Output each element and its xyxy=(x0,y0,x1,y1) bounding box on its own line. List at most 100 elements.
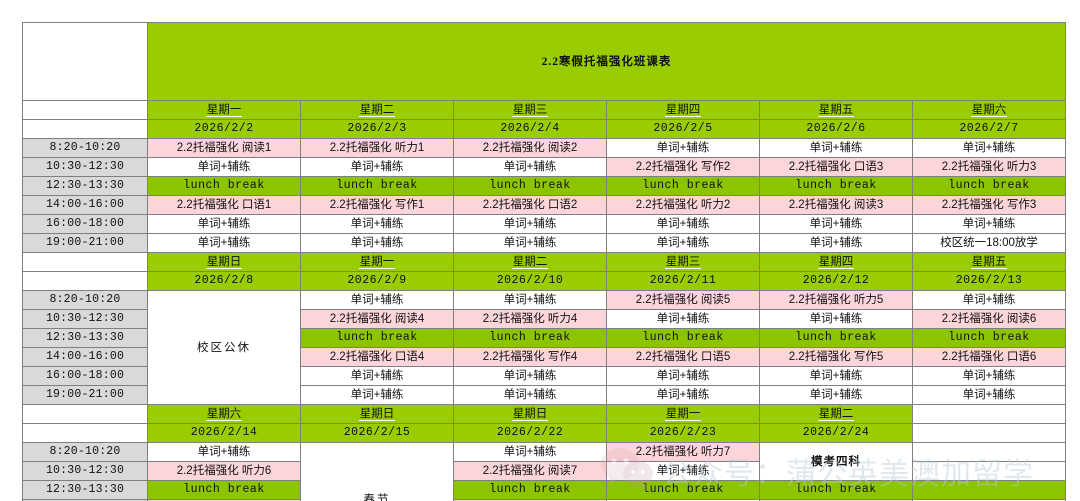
session-2-5-6[interactable]: 单词+辅练 xyxy=(912,366,1066,386)
session-1-3-2[interactable]: lunch break xyxy=(300,176,454,196)
session-1-3-1[interactable]: lunch break xyxy=(147,176,301,196)
session-1-6-4[interactable]: 单词+辅练 xyxy=(606,233,760,253)
session-2-6-4[interactable]: 单词+辅练 xyxy=(606,385,760,405)
day-name-2-4: 星期三 xyxy=(606,252,760,272)
session-2-4-3[interactable]: 2.2托福强化 写作4 xyxy=(453,347,607,367)
session-1-6-5[interactable]: 单词+辅练 xyxy=(759,233,913,253)
session-1-3-4[interactable]: lunch break xyxy=(606,176,760,196)
session-3-1-1[interactable]: 单词+辅练 xyxy=(147,442,301,462)
session-2-4-5[interactable]: 2.2托福强化 写作5 xyxy=(759,347,913,367)
session-1-5-5[interactable]: 单词+辅练 xyxy=(759,214,913,234)
session-2-3-4[interactable]: lunch break xyxy=(606,328,760,348)
session-1-6-1[interactable]: 单词+辅练 xyxy=(147,233,301,253)
session-1-1-6[interactable]: 单词+辅练 xyxy=(912,138,1066,158)
day-date-row: 2026/2/2 2026/2/3 2026/2/4 2026/2/5 2026/2/6… xyxy=(22,119,1066,139)
session-1-4-4[interactable]: 2.2托福强化 听力2 xyxy=(606,195,760,215)
session-2-1-3[interactable]: 单词+辅练 xyxy=(453,290,607,310)
session-1-2-1[interactable]: 单词+辅练 xyxy=(147,157,301,177)
session-1-6-6[interactable]: 校区统一18:00放学 xyxy=(912,233,1066,253)
session-1-3-5[interactable]: lunch break xyxy=(759,176,913,196)
session-2-3-6[interactable]: lunch break xyxy=(912,328,1066,348)
session-1-1-5[interactable]: 单词+辅练 xyxy=(759,138,913,158)
session-3-2-6[interactable] xyxy=(912,461,1066,481)
session-1-5-4[interactable]: 单词+辅练 xyxy=(606,214,760,234)
day-name-1-4: 星期四 xyxy=(606,100,760,120)
session-2-5-2[interactable]: 单词+辅练 xyxy=(300,366,454,386)
session-1-4-1[interactable]: 2.2托福强化 口语1 xyxy=(147,195,301,215)
session-1-3-3[interactable]: lunch break xyxy=(453,176,607,196)
session-3-2-1[interactable]: 2.2托福强化 听力6 xyxy=(147,461,301,481)
session-1-6-2[interactable]: 单词+辅练 xyxy=(300,233,454,253)
session-2-2-6[interactable]: 2.2托福强化 阅读6 xyxy=(912,309,1066,329)
day-date-3-3: 2026/2/22 xyxy=(453,423,607,443)
session-2-1-4[interactable]: 2.2托福强化 阅读5 xyxy=(606,290,760,310)
session-1-5-3[interactable]: 单词+辅练 xyxy=(453,214,607,234)
session-3-4-1[interactable]: 2.2托福强化 写作6 xyxy=(147,499,301,501)
session-3-3-4[interactable]: lunch break xyxy=(606,480,760,500)
day-name-3-1: 星期六 xyxy=(147,404,301,424)
session-2-1-5[interactable]: 2.2托福强化 听力5 xyxy=(759,290,913,310)
day-name-row: 星期日 星期一 星期二 星期三 星期四 星期五 xyxy=(22,252,1066,272)
session-3-3-5[interactable]: lunch break xyxy=(759,480,913,500)
session-2-4-6[interactable]: 2.2托福强化 口语6 xyxy=(912,347,1066,367)
session-1-1-1[interactable]: 2.2托福强化 阅读1 xyxy=(147,138,301,158)
time-slot-1-3: 12:30-13:30 xyxy=(22,176,148,196)
session-1-2-6[interactable]: 2.2托福强化 听力3 xyxy=(912,157,1066,177)
session-2-5-4[interactable]: 单词+辅练 xyxy=(606,366,760,386)
session-1-1-4[interactable]: 单词+辅练 xyxy=(606,138,760,158)
session-2-2-5[interactable]: 单词+辅练 xyxy=(759,309,913,329)
session-2-3-3[interactable]: lunch break xyxy=(453,328,607,348)
schedule-row: 19:00-21:00 单词+辅练 单词+辅练 单词+辅练 单词+辅练 单词+辅练 xyxy=(22,385,1066,405)
session-2-4-2[interactable]: 2.2托福强化 口语4 xyxy=(300,347,454,367)
session-2-6-5[interactable]: 单词+辅练 xyxy=(759,385,913,405)
session-3-1-4[interactable]: 2.2托福强化 听力7 xyxy=(606,442,760,462)
session-2-6-6[interactable]: 单词+辅练 xyxy=(912,385,1066,405)
session-2-2-3[interactable]: 2.2托福强化 听力4 xyxy=(453,309,607,329)
session-1-6-3[interactable]: 单词+辅练 xyxy=(453,233,607,253)
session-3-3-3[interactable]: lunch break xyxy=(453,480,607,500)
session-1-3-6[interactable]: lunch break xyxy=(912,176,1066,196)
session-2-2-4[interactable]: 单词+辅练 xyxy=(606,309,760,329)
session-1-2-5[interactable]: 2.2托福强化 口语3 xyxy=(759,157,913,177)
session-3-2-3[interactable]: 2.2托福强化 阅读7 xyxy=(453,461,607,481)
session-3-3-1[interactable]: lunch break xyxy=(147,480,301,500)
schedule-row: 14:00-16:00 2.2托福强化 口语1 2.2托福强化 写作1 2.2托福强化… xyxy=(22,195,1066,215)
session-1-5-2[interactable]: 单词+辅练 xyxy=(300,214,454,234)
session-3-2-4[interactable]: 单词+辅练 xyxy=(606,461,760,481)
day-date-3-6 xyxy=(912,423,1066,443)
session-3-1-6[interactable] xyxy=(912,442,1066,462)
session-2-6-2[interactable]: 单词+辅练 xyxy=(300,385,454,405)
session-3-4-6[interactable] xyxy=(912,499,1066,501)
time-slot-3-1: 8:20-10:20 xyxy=(22,442,148,462)
session-2-2-2[interactable]: 2.2托福强化 阅读4 xyxy=(300,309,454,329)
session-1-5-1[interactable]: 单词+辅练 xyxy=(147,214,301,234)
session-1-4-2[interactable]: 2.2托福强化 写作1 xyxy=(300,195,454,215)
day-date-1-6: 2026/2/7 xyxy=(912,119,1066,139)
session-2-6-3[interactable]: 单词+辅练 xyxy=(453,385,607,405)
day-date-row: 2026/2/14 2026/2/15 2026/2/22 2026/2/23 2026… xyxy=(22,423,1066,443)
session-3-3-6[interactable] xyxy=(912,480,1066,500)
day-name-time-blank xyxy=(22,404,148,424)
session-2-1-6[interactable]: 单词+辅练 xyxy=(912,290,1066,310)
session-2-3-5[interactable]: lunch break xyxy=(759,328,913,348)
session-1-4-5[interactable]: 2.2托福强化 阅读3 xyxy=(759,195,913,215)
session-1-2-3[interactable]: 单词+辅练 xyxy=(453,157,607,177)
day-date-3-2: 2026/2/15 xyxy=(300,423,454,443)
day-date-time-blank xyxy=(22,119,148,139)
schedule-row: 10:30-12:30 2.2托福强化 阅读4 2.2托福强化 听力4 单词+辅练 单词… xyxy=(22,309,1066,329)
session-2-5-3[interactable]: 单词+辅练 xyxy=(453,366,607,386)
session-1-2-4[interactable]: 2.2托福强化 写作2 xyxy=(606,157,760,177)
session-2-3-2[interactable]: lunch break xyxy=(300,328,454,348)
time-slot-2-2: 10:30-12:30 xyxy=(22,309,148,329)
session-1-2-2[interactable]: 单词+辅练 xyxy=(300,157,454,177)
session-2-1-2[interactable]: 单词+辅练 xyxy=(300,290,454,310)
session-2-5-5[interactable]: 单词+辅练 xyxy=(759,366,913,386)
session-1-1-3[interactable]: 2.2托福强化 阅读2 xyxy=(453,138,607,158)
session-1-1-2[interactable]: 2.2托福强化 听力1 xyxy=(300,138,454,158)
schedule-row: 8:20-10:20 单词+辅练 春节 单词+辅练 2.2托福强化 听力7 模考四科 xyxy=(22,442,1066,501)
session-3-1-3[interactable]: 单词+辅练 xyxy=(453,442,607,462)
session-1-4-6[interactable]: 2.2托福强化 写作3 xyxy=(912,195,1066,215)
session-1-4-3[interactable]: 2.2托福强化 口语2 xyxy=(453,195,607,215)
session-2-4-4[interactable]: 2.2托福强化 口语5 xyxy=(606,347,760,367)
session-1-5-6[interactable]: 单词+辅练 xyxy=(912,214,1066,234)
